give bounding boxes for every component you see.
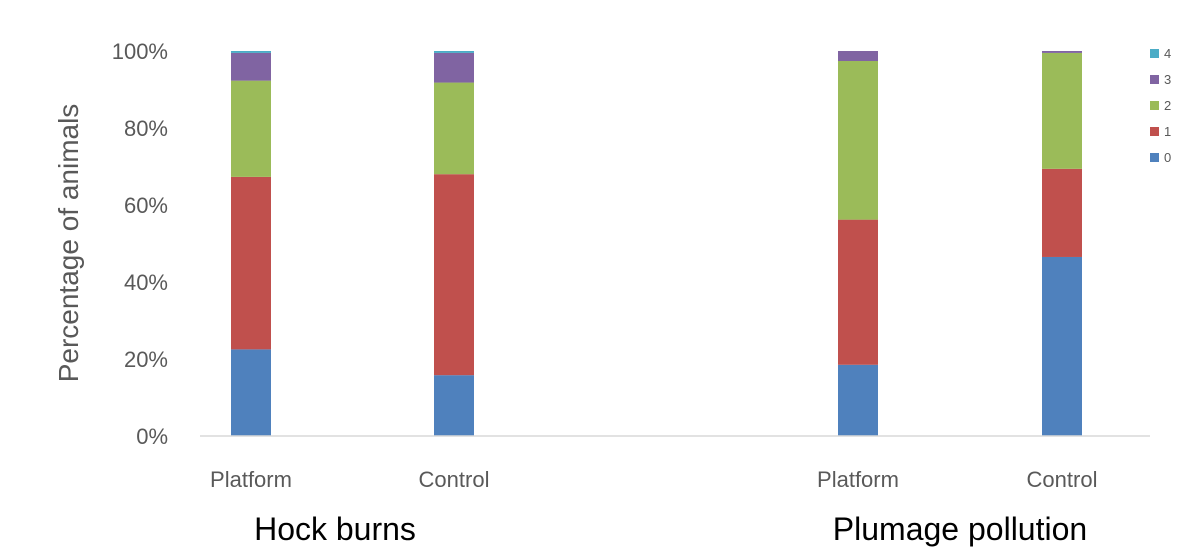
- bar-segment-1: [838, 219, 878, 365]
- legend-swatch: [1150, 127, 1159, 136]
- y-tick-label: 40%: [124, 270, 168, 295]
- bar-segment-0: [1042, 256, 1082, 436]
- legend-swatch: [1150, 153, 1159, 162]
- legend-label: 3: [1164, 72, 1171, 87]
- bar-segment-3: [838, 51, 878, 62]
- bar-segment-2: [1042, 52, 1082, 169]
- legend-label: 4: [1164, 46, 1171, 61]
- bar-segment-2: [838, 61, 878, 220]
- bar-segment-3: [1042, 51, 1082, 53]
- bar-segment-2: [434, 82, 474, 175]
- y-tick-label: 100%: [112, 39, 168, 64]
- group-label: Hock burns: [254, 511, 416, 547]
- legend-swatch: [1150, 101, 1159, 110]
- bar-segment-0: [231, 349, 271, 436]
- group-label: Plumage pollution: [833, 511, 1087, 547]
- y-axis-title: Percentage of animals: [53, 104, 84, 383]
- y-tick-label: 60%: [124, 193, 168, 218]
- y-tick-label: 20%: [124, 347, 168, 372]
- bar-segment-2: [231, 80, 271, 177]
- category-label: Platform: [210, 467, 292, 492]
- bar-segment-0: [434, 375, 474, 436]
- category-labels: Platform Control Platform Control: [210, 467, 1097, 492]
- bar-segment-3: [231, 52, 271, 81]
- bar-segment-4: [434, 51, 474, 53]
- category-label: Platform: [817, 467, 899, 492]
- legend: 4 3 2 1 0: [1150, 46, 1171, 165]
- bar-segment-3: [434, 52, 474, 83]
- legend-label: 2: [1164, 98, 1171, 113]
- bar-segment-4: [231, 51, 271, 53]
- legend-swatch: [1150, 75, 1159, 84]
- y-tick-label: 80%: [124, 116, 168, 141]
- bar-segment-1: [231, 176, 271, 350]
- bars: [231, 51, 1082, 436]
- bar-segment-1: [1042, 168, 1082, 257]
- bar-segment-0: [838, 364, 878, 436]
- legend-swatch: [1150, 49, 1159, 58]
- bar-segment-1: [434, 174, 474, 376]
- category-label: Control: [419, 467, 490, 492]
- y-axis-ticks: 0% 20% 40% 60% 80% 100%: [112, 39, 168, 449]
- legend-label: 0: [1164, 150, 1171, 165]
- group-labels: Hock burns Plumage pollution: [254, 511, 1087, 547]
- y-tick-label: 0%: [136, 424, 168, 449]
- legend-label: 1: [1164, 124, 1171, 139]
- category-label: Control: [1027, 467, 1098, 492]
